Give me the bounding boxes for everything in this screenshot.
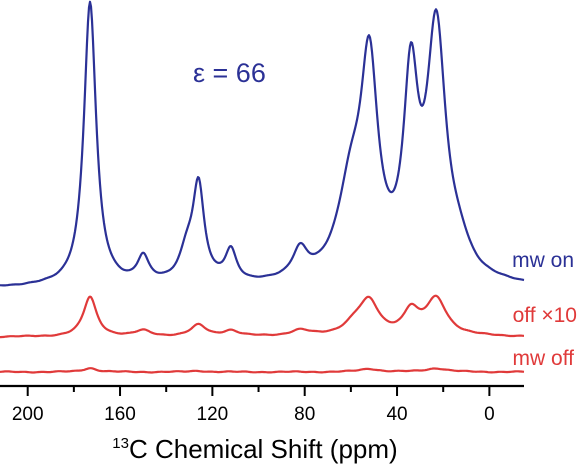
series-line-off-10 bbox=[0, 294, 525, 339]
series-label-off-x10: off ×10 bbox=[513, 304, 577, 327]
x-tick-label-40: 40 bbox=[386, 404, 407, 425]
x-tick-label-120: 120 bbox=[197, 404, 229, 425]
x-axis-title-main: C Chemical Shift (ppm) bbox=[129, 434, 398, 464]
enhancement-annotation: ε = 66 bbox=[193, 58, 266, 88]
x-axis: 200 160 120 80 40 0 bbox=[0, 384, 524, 425]
series-line-mw-on bbox=[0, 0, 525, 287]
series-labels: mw on off ×10 mw off bbox=[512, 249, 577, 370]
spectrum-traces bbox=[0, 0, 525, 374]
series-label-mw-off: mw off bbox=[513, 347, 575, 370]
x-tick-label-80: 80 bbox=[294, 404, 315, 425]
x-axis-title-superscript: 13 bbox=[112, 435, 129, 452]
x-tick-label-200: 200 bbox=[12, 404, 44, 425]
x-axis-ticks bbox=[26, 386, 491, 396]
x-axis-tick-labels: 200 160 120 80 40 0 bbox=[12, 404, 495, 425]
series-label-mw-on: mw on bbox=[512, 249, 574, 272]
x-tick-label-0: 0 bbox=[484, 404, 495, 425]
x-axis-title: 13C Chemical Shift (ppm) bbox=[112, 434, 397, 464]
x-tick-label-160: 160 bbox=[104, 404, 136, 425]
series-line-mw-off bbox=[0, 367, 525, 374]
